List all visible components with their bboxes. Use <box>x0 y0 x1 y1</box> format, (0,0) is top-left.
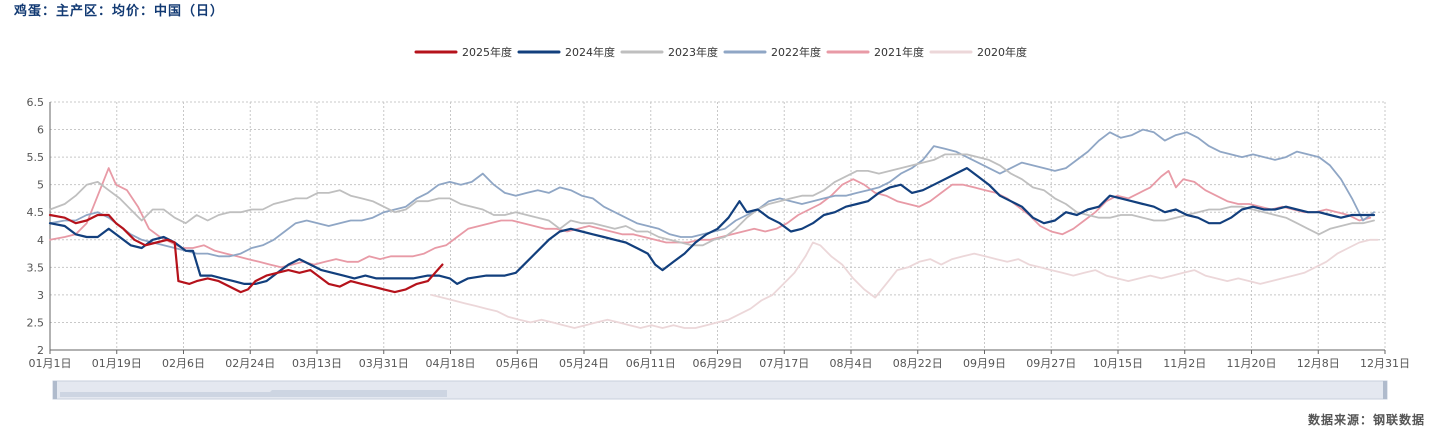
x-tick-label: 09月9日 <box>963 357 1006 370</box>
series-lines <box>48 128 1379 329</box>
y-tick-label: 3 <box>37 289 44 302</box>
y-tick-label: 4.5 <box>27 206 45 219</box>
x-tick-label: 06月11日 <box>626 357 676 370</box>
x-tick-label: 08月4日 <box>830 357 873 370</box>
x-tick-label: 01月19日 <box>92 357 142 370</box>
x-tick-label: 03月13日 <box>292 357 342 370</box>
x-tick-label: 12月8日 <box>1297 357 1340 370</box>
x-tick-label: 06月29日 <box>693 357 743 370</box>
y-tick-label: 5.5 <box>27 151 45 164</box>
y-tick-label: 2.5 <box>27 316 45 329</box>
gridlines <box>49 101 1386 351</box>
series-line-2024年度 <box>48 167 1376 285</box>
x-tick-label: 05月6日 <box>496 357 539 370</box>
y-tick-label: 3.5 <box>27 261 45 274</box>
x-tick-label: 01月1日 <box>29 357 72 370</box>
x-tick-label: 03月31日 <box>359 357 409 370</box>
legend: 2025年度 2024年度 2023年度 2022年度 2021年度 2020年度 <box>414 45 1027 59</box>
series-line-2020年度 <box>430 238 1379 329</box>
legend-label[interactable]: 2020年度 <box>977 45 1027 59</box>
zoom-handle-right[interactable] <box>1383 381 1387 399</box>
y-tick-label: 5 <box>37 179 44 192</box>
chart-title: 鸡蛋：主产区：均价：中国（日） <box>14 4 225 19</box>
legend-label[interactable]: 2021年度 <box>874 45 924 59</box>
zoom-preview-area <box>60 390 447 397</box>
x-tick-label: 08月22日 <box>893 357 943 370</box>
series-line-2023年度 <box>49 153 1375 247</box>
x-tick-label: 04月18日 <box>426 357 476 370</box>
legend-label[interactable]: 2022年度 <box>771 45 821 59</box>
x-tick-label: 11月2日 <box>1163 357 1206 370</box>
legend-label[interactable]: 2023年度 <box>668 45 718 59</box>
zoom-slider[interactable] <box>52 380 1388 400</box>
x-tick-label: 02月24日 <box>225 357 275 370</box>
y-tick-label: 6.5 <box>27 96 45 109</box>
legend-label[interactable]: 2024年度 <box>565 45 615 59</box>
y-tick-label: 2 <box>37 344 44 357</box>
x-tick-label: 10月15日 <box>1093 357 1143 370</box>
y-tick-label: 4 <box>37 234 44 247</box>
y-tick-label: 6 <box>37 124 44 137</box>
series-line-2022年度 <box>49 128 1375 258</box>
x-tick-label: 12月31日 <box>1360 357 1410 370</box>
x-tick-label: 11月20日 <box>1227 357 1277 370</box>
series-line-2025年度 <box>48 213 444 294</box>
x-tick-label: 05月24日 <box>559 357 609 370</box>
zoom-handle-left[interactable] <box>53 381 57 399</box>
legend-label[interactable]: 2025年度 <box>462 45 512 59</box>
x-tick-label: 02月6日 <box>162 357 205 370</box>
x-tick-label: 09月27日 <box>1026 357 1076 370</box>
x-tick-label: 07月17日 <box>759 357 809 370</box>
data-source: 数据来源：钢联数据 <box>1307 413 1425 427</box>
